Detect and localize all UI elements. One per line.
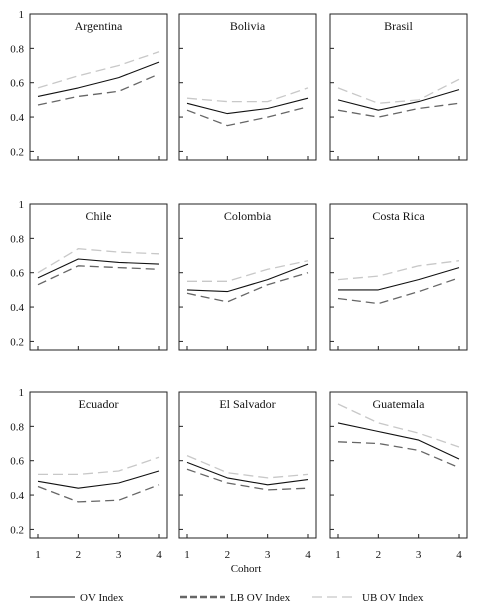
panel-title: Guatemala: [373, 397, 426, 411]
y-tick-label: 0.6: [10, 78, 24, 90]
x-tick-label: 1: [184, 549, 190, 561]
x-tick-label: 1: [335, 549, 341, 561]
series-line-ov-index: [186, 97, 309, 115]
legend-label: OV Index: [80, 592, 124, 604]
panel-guatemala: 1 2 3 4 Guatemala: [329, 391, 468, 561]
panel-bolivia: Bolivia: [178, 13, 317, 161]
y-tick-label: 0.2: [10, 336, 24, 348]
y-tick-label: 0.2: [10, 524, 24, 536]
series-line-lb-ov-index: [186, 272, 309, 303]
x-tick-label: 4: [456, 549, 462, 561]
series-line-lb-ov-index: [337, 277, 460, 305]
series-line-lb-ov-index: [186, 106, 309, 127]
legend-label: UB OV Index: [362, 592, 424, 604]
panel-costa-rica: Costa Rica: [329, 203, 468, 351]
x-tick-label: 2: [76, 549, 82, 561]
y-tick-label: 0.8: [10, 43, 24, 55]
series-line-lb-ov-index: [37, 484, 160, 503]
y-tick-label: 0.4: [10, 302, 24, 314]
series-line-ub-ov-index: [37, 51, 160, 89]
panel-frame: [29, 391, 168, 539]
series-line-lb-ov-index: [37, 73, 160, 106]
series-line-ov-index: [186, 263, 309, 293]
x-axis-title: Cohort: [231, 563, 262, 575]
series-line-ov-index: [37, 258, 160, 279]
x-tick-label: 3: [116, 549, 122, 561]
panel-title: Colombia: [224, 209, 272, 223]
panel-title: Costa Rica: [372, 209, 425, 223]
panel-brasil: Brasil: [329, 13, 468, 161]
series-line-lb-ov-index: [337, 441, 460, 469]
x-tick-label: 2: [376, 549, 382, 561]
legend: OV Index LB OV Index UB OV Index: [30, 592, 424, 604]
series-line-ub-ov-index: [38, 456, 160, 476]
y-tick-label: 0.6: [10, 456, 24, 468]
panel-title: Ecuador: [79, 397, 119, 411]
series-line-ub-ov-index: [186, 455, 309, 479]
y-tick-label: 1: [19, 387, 25, 399]
panel-title: Brasil: [384, 19, 413, 33]
series-line-lb-ov-index: [186, 468, 309, 491]
panel-frame: [178, 391, 317, 539]
x-tick-label: 4: [156, 549, 162, 561]
legend-label: LB OV Index: [230, 592, 291, 604]
y-tick-label: 0.8: [10, 421, 24, 433]
series-line-ub-ov-index: [187, 260, 309, 282]
series-line-ov-index: [37, 61, 160, 97]
y-tick-label: 0.8: [10, 233, 24, 245]
panel-title: Bolivia: [230, 19, 266, 33]
panel-frame: [329, 391, 468, 539]
panel-frame: [329, 203, 468, 351]
x-axis-title-group: Cohort: [231, 563, 262, 575]
panel-frame: [29, 203, 168, 351]
series-line-ov-index: [337, 89, 460, 111]
panel-frame: [329, 13, 468, 161]
panel-ecuador: 0.2 0.4 0.6 0.8 1 1 2 3 4 Ecuador: [10, 387, 168, 561]
series-line-ub-ov-index: [337, 403, 460, 448]
series-line-ub-ov-index: [186, 87, 309, 103]
series-line-ov-index: [338, 267, 460, 291]
series-line-ov-index: [337, 422, 460, 460]
x-tick-label: 3: [265, 549, 271, 561]
panel-el-salvador: 1 2 3 4 El Salvador: [178, 391, 317, 561]
y-tick-label: 1: [19, 199, 25, 211]
panel-chile: 0.2 0.4 0.6 0.8 1 Chile: [10, 199, 168, 351]
series-line-ub-ov-index: [37, 248, 160, 274]
series-line-ov-index: [186, 461, 309, 486]
y-tick-label: 1: [19, 9, 25, 21]
x-tick-label: 4: [305, 549, 311, 561]
panel-title: El Salvador: [219, 397, 275, 411]
series-line-ov-index: [37, 470, 160, 489]
series-line-ub-ov-index: [337, 260, 460, 281]
x-tick-label: 2: [225, 549, 231, 561]
panel-frame: [178, 203, 317, 351]
panel-frame: [29, 13, 168, 161]
panel-argentina: 0.2 0.4 0.6 0.8 1 Argentina: [10, 9, 168, 161]
series-line-lb-ov-index: [37, 265, 160, 286]
y-tick-label: 0.4: [10, 490, 24, 502]
panel-title: Argentina: [75, 19, 123, 33]
panel-title: Chile: [86, 209, 112, 223]
y-tick-label: 0.4: [10, 112, 24, 124]
x-tick-label: 1: [35, 549, 41, 561]
series-line-lb-ov-index: [337, 102, 460, 118]
panel-colombia: Colombia: [178, 203, 317, 351]
y-tick-label: 0.2: [10, 146, 24, 158]
y-tick-label: 0.6: [10, 268, 24, 280]
series-line-ub-ov-index: [337, 78, 460, 104]
panel-frame: [178, 13, 317, 161]
x-tick-label: 3: [416, 549, 422, 561]
